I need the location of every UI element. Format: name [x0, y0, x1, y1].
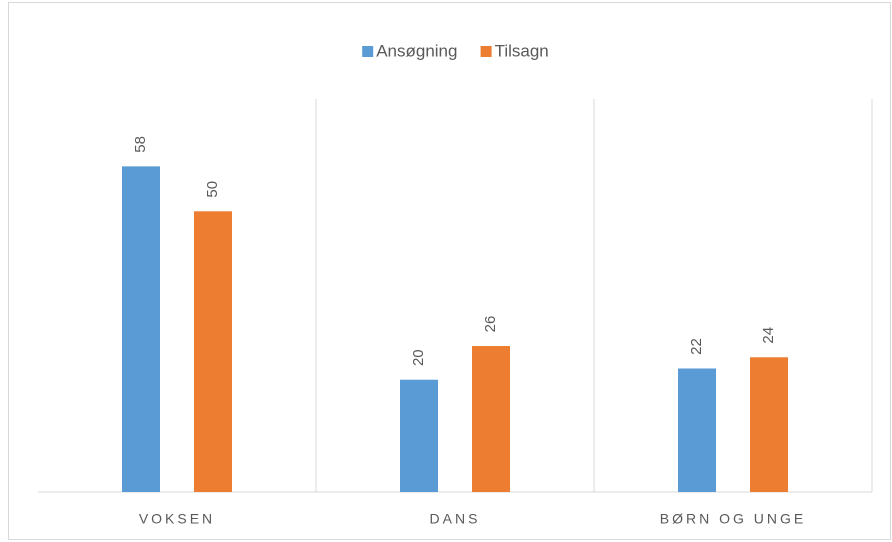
data-label: 50: [204, 181, 221, 198]
bar: [194, 211, 232, 493]
legend-label: Tilsagn: [495, 41, 549, 60]
data-label: 22: [688, 338, 705, 355]
bar: [750, 357, 788, 492]
data-label: 58: [132, 136, 149, 153]
data-label: 20: [410, 349, 427, 366]
x-tick-label: VOKSEN: [139, 511, 215, 527]
x-tick-label: BØRN OG UNGE: [660, 511, 806, 527]
x-tick-label: DANS: [430, 511, 481, 527]
legend-swatch: [362, 46, 374, 57]
data-label: 26: [482, 316, 499, 333]
legend-label: Ansøgning: [376, 41, 457, 60]
data-label: 24: [760, 327, 777, 344]
bar: [400, 379, 438, 492]
bar: [678, 368, 716, 492]
bar: [472, 346, 510, 492]
bar: [122, 166, 160, 492]
legend-swatch: [480, 46, 492, 57]
